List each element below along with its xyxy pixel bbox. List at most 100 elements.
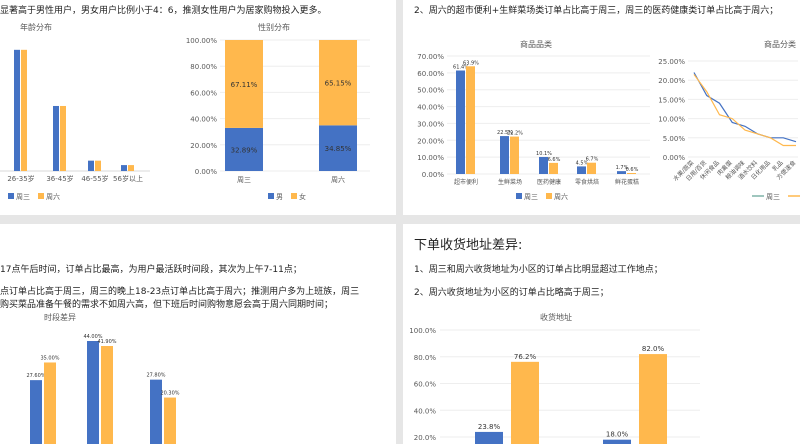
category-y-tick: 60.00% bbox=[417, 70, 444, 78]
age-bar bbox=[121, 165, 127, 171]
gender-y-tick: 80.00% bbox=[190, 63, 217, 71]
time-data-label: 41.90% bbox=[97, 339, 116, 345]
category-data-label: 61.4% bbox=[453, 64, 469, 70]
category-y-tick: 70.00% bbox=[417, 53, 444, 61]
category-data-label: 22.2% bbox=[507, 131, 523, 137]
address-chart-title: 收货地址 bbox=[540, 313, 572, 322]
time-bar bbox=[150, 379, 162, 444]
category-x-tick: 医药健康 bbox=[537, 178, 561, 186]
category-x-tick: 鲜花蛋糕 bbox=[615, 178, 639, 186]
age-x-tick: 36-45岁 bbox=[46, 174, 73, 183]
gender-bar-segment bbox=[225, 127, 263, 171]
gender-x-tick: 周三 bbox=[237, 176, 251, 184]
time-data-label: 44.00% bbox=[83, 334, 102, 340]
category-bar bbox=[627, 172, 636, 174]
category-bar bbox=[587, 162, 596, 174]
gender-x-tick: 周六 bbox=[331, 175, 345, 184]
bl-summary-line-2: 点订单占比高于周三，周三的晚上18-23点订单占比高于周六；推测用户多为上班族，… bbox=[0, 287, 360, 297]
age-bar bbox=[14, 49, 20, 172]
category-bar bbox=[617, 171, 626, 174]
age-bar bbox=[53, 105, 59, 171]
address-bar bbox=[603, 439, 631, 444]
category-legend-swatch bbox=[546, 193, 552, 199]
address-data-label: 23.8% bbox=[478, 423, 501, 431]
tl-summary-line: 显著高于男性用户，男女用户比例小于4：6，推测女性用户为居家购物投入更多。 bbox=[0, 6, 327, 16]
address-bar bbox=[639, 354, 667, 444]
category-data-label: 6.6% bbox=[548, 157, 561, 163]
panel-bottom-right bbox=[403, 224, 800, 444]
gender-legend-label: 男 bbox=[276, 193, 283, 201]
gender-y-tick: 40.00% bbox=[190, 116, 217, 124]
gender-legend-label: 女 bbox=[299, 192, 306, 201]
gender-data-label: 65.15% bbox=[325, 80, 352, 88]
category-x-tick: 生鲜菜场 bbox=[498, 178, 522, 186]
category-bar bbox=[549, 162, 558, 174]
category-detail-chart-title: 商品分类 bbox=[764, 40, 796, 49]
tr-summary-line: 2、周六的超市便利+生鲜菜场类订单占比高于周三，周三的医药健康类订单占比高于周六… bbox=[414, 6, 779, 16]
age-chart-title: 年龄分布 bbox=[20, 23, 52, 32]
detail-series-line bbox=[693, 72, 797, 143]
age-legend-swatch bbox=[38, 193, 44, 199]
gender-data-label: 67.11% bbox=[231, 81, 258, 89]
gender-bar-segment bbox=[225, 40, 263, 128]
category-y-tick: 0.00% bbox=[422, 171, 445, 179]
detail-y-tick: 20.00% bbox=[658, 77, 685, 85]
category-data-label: 22.5% bbox=[497, 130, 513, 136]
gender-data-label: 32.89% bbox=[231, 146, 258, 154]
gender-chart-title: 性别分布 bbox=[258, 23, 290, 32]
time-data-label: 20.30% bbox=[160, 391, 179, 397]
panel-bottom-left bbox=[0, 224, 396, 444]
category-y-tick: 20.00% bbox=[417, 137, 444, 145]
br-summary-line-2: 2、周六收货地址为小区的订单占比略高于周三； bbox=[414, 288, 609, 298]
category-bar bbox=[466, 66, 475, 174]
time-bar bbox=[164, 397, 176, 444]
gender-data-label: 34.85% bbox=[325, 145, 352, 153]
br-heading: 下单收货地址差异: bbox=[414, 238, 523, 253]
address-data-label: 76.2% bbox=[514, 353, 537, 361]
time-bar bbox=[30, 380, 42, 444]
bl-summary-line-3: 购买菜品准备午餐的需求不如周六高，但下班后时间购物意愿会高于周六同期时间； bbox=[0, 300, 334, 310]
address-y-tick: 20.0% bbox=[414, 434, 437, 442]
address-bar bbox=[511, 361, 539, 444]
bl-summary-line-1: 17点午后时间，订单占比最高，为用户最活跃时间段，其次为上午7-11点； bbox=[0, 265, 302, 275]
age-bar bbox=[21, 49, 27, 172]
age-legend-label: 周三 bbox=[16, 193, 30, 201]
address-data-label: 18.0% bbox=[606, 431, 629, 439]
br-summary-line-1: 1、周三和周六收货地址为小区的订单占比明显超过工作地点； bbox=[414, 265, 663, 275]
age-x-tick: 46-55岁 bbox=[81, 174, 108, 183]
category-bar bbox=[456, 70, 465, 174]
category-y-tick: 40.00% bbox=[417, 104, 444, 112]
category-data-label: 4.5% bbox=[576, 160, 589, 166]
address-y-tick: 60.0% bbox=[414, 381, 437, 389]
category-chart-title: 商品品类 bbox=[520, 40, 552, 49]
detail-y-tick: 10.00% bbox=[658, 116, 685, 124]
detail-y-tick: 0.00% bbox=[663, 154, 686, 162]
age-x-tick: 56岁以上 bbox=[113, 174, 143, 183]
address-y-tick: 100.0% bbox=[409, 327, 436, 335]
address-y-tick: 80.0% bbox=[414, 354, 437, 362]
gender-y-tick: 100.00% bbox=[186, 37, 217, 45]
age-legend-label: 周六 bbox=[46, 192, 60, 201]
detail-y-tick: 5.00% bbox=[663, 135, 686, 143]
time-chart-title: 时段差异 bbox=[44, 313, 76, 322]
category-bar bbox=[577, 166, 586, 174]
age-x-tick: 26-35岁 bbox=[7, 174, 34, 183]
detail-y-tick: 15.00% bbox=[658, 96, 685, 104]
category-y-tick: 30.00% bbox=[417, 120, 444, 128]
gender-y-tick: 60.00% bbox=[190, 89, 217, 97]
gender-legend-swatch bbox=[268, 193, 274, 199]
detail-legend-label: 周三 bbox=[766, 193, 780, 201]
address-data-label: 82.0% bbox=[642, 345, 665, 353]
category-y-tick: 10.00% bbox=[417, 154, 444, 162]
time-bar bbox=[101, 346, 113, 444]
detail-y-tick: 25.00% bbox=[658, 58, 685, 66]
age-bar bbox=[128, 165, 134, 171]
category-bar bbox=[500, 136, 509, 174]
category-legend-label: 周三 bbox=[524, 193, 538, 201]
age-bar bbox=[60, 105, 66, 171]
gender-bar-segment bbox=[319, 40, 357, 126]
